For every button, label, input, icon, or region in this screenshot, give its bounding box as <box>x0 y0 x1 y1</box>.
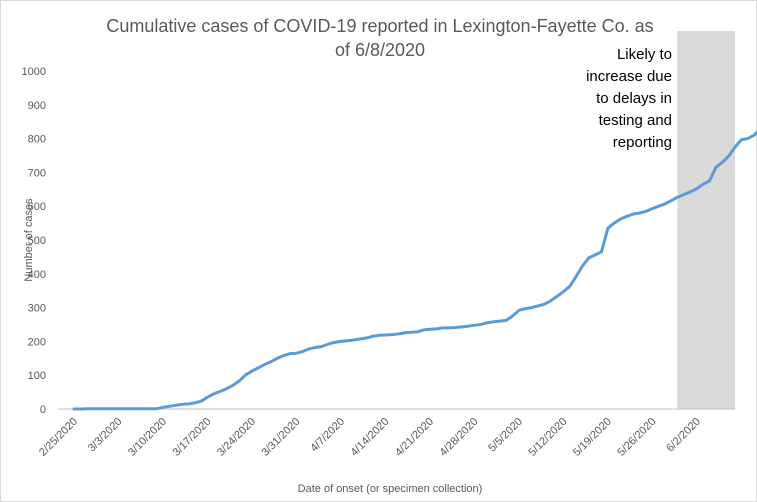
y-tick-label: 800 <box>28 134 46 146</box>
x-tick-label: 2/25/2020 <box>37 416 80 459</box>
x-tick-label: 4/21/2020 <box>393 416 436 459</box>
y-tick-label: 600 <box>28 201 46 213</box>
x-tick-label: 3/17/2020 <box>171 416 214 459</box>
x-tick-label: 3/24/2020 <box>215 416 258 459</box>
chart-title: Cumulative cases of COVID-19 reported in… <box>106 16 654 60</box>
x-tick-label: 4/28/2020 <box>437 416 480 459</box>
y-tick-label: 100 <box>28 370 46 382</box>
y-tick-label: 0 <box>40 404 46 416</box>
x-axis-title: Date of onset (or specimen collection) <box>298 483 483 495</box>
x-tick-label: 5/5/2020 <box>486 416 525 455</box>
y-tick-label: 200 <box>28 336 46 348</box>
x-tick-label: 5/26/2020 <box>615 416 658 459</box>
x-tick-label: 3/3/2020 <box>86 416 125 455</box>
x-tick-label: 3/10/2020 <box>126 416 169 459</box>
x-tick-label: 4/7/2020 <box>308 416 347 455</box>
shaded-region <box>677 31 735 409</box>
y-tick-label: 700 <box>28 167 46 179</box>
series-line <box>72 129 757 411</box>
x-tick-label: 4/14/2020 <box>348 416 391 459</box>
y-tick-label: 500 <box>28 235 46 247</box>
y-axis-title: Number of cases <box>23 198 35 282</box>
y-tick-label: 300 <box>28 303 46 315</box>
x-tick-label: 6/2/2020 <box>664 416 703 455</box>
x-tick-label: 3/31/2020 <box>259 416 302 459</box>
chart-annotation: Likely to increase due to delays in test… <box>586 46 672 151</box>
x-tick-label: 5/19/2020 <box>571 416 614 459</box>
y-tick-label: 400 <box>28 269 46 281</box>
x-tick-label: 5/12/2020 <box>526 416 569 459</box>
y-tick-label: 900 <box>28 100 46 112</box>
y-tick-label: 1000 <box>22 66 46 78</box>
